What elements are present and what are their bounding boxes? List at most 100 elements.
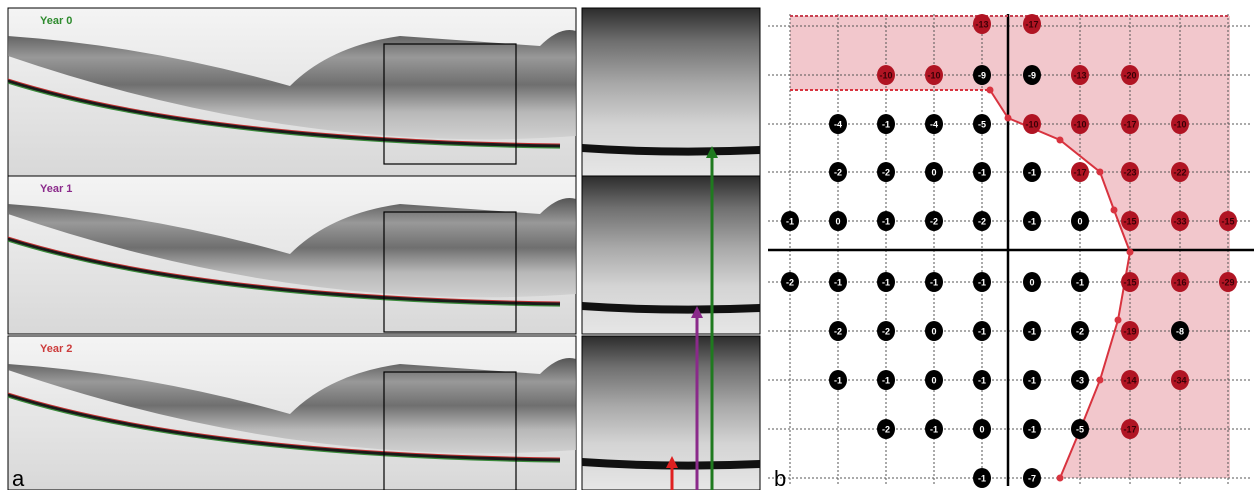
grid-cell: -14: [1121, 370, 1139, 390]
cell-value: -2: [834, 168, 842, 178]
segmentation-line-red: [7, 78, 561, 145]
grid-cell: -1: [877, 211, 895, 231]
grid-cell: -1: [973, 370, 991, 390]
cell-value: -2: [882, 168, 890, 178]
grid-cell: -13: [973, 14, 991, 34]
cell-value: -13: [1073, 71, 1086, 81]
grid-cell: 0: [1071, 211, 1089, 231]
grid-cell: -29: [1219, 272, 1237, 292]
grid-cell: -1: [1023, 321, 1041, 341]
grid-cell: -10: [1171, 114, 1189, 134]
cell-value: -17: [1123, 425, 1136, 435]
cell-marker: [829, 321, 847, 341]
grid-cell: -17: [1121, 114, 1139, 134]
cell-value: -10: [1025, 120, 1038, 130]
cell-value: -2: [786, 278, 794, 288]
cell-marker: [1171, 114, 1189, 134]
grid-cell: -1: [1023, 162, 1041, 182]
cell-marker: [1121, 211, 1139, 231]
grid-cell: 0: [829, 211, 847, 231]
cell-value: -33: [1173, 217, 1186, 227]
cell-value: -1: [1028, 425, 1036, 435]
cell-value: -2: [978, 217, 986, 227]
cell-marker: [1121, 162, 1139, 182]
cell-marker: [1023, 14, 1041, 34]
cell-marker: [1023, 65, 1041, 85]
grid-cell: -1: [877, 272, 895, 292]
cell-value: -1: [882, 278, 890, 288]
grid-cell: -15: [1121, 211, 1139, 231]
cell-value: -1: [930, 278, 938, 288]
cell-marker: [1171, 321, 1189, 341]
grid-cell: -34: [1171, 370, 1189, 390]
cell-marker: [1171, 211, 1189, 231]
grid-cell: -1: [877, 370, 895, 390]
boundary-marker: [1004, 114, 1012, 122]
boundary-marker: [1096, 168, 1104, 176]
grid-cell: -3: [1071, 370, 1089, 390]
cell-value: -34: [1173, 376, 1186, 386]
cell-marker: [925, 272, 943, 292]
cell-value: 0: [931, 327, 936, 337]
cell-marker: [877, 321, 895, 341]
segmentation-line-green: [7, 240, 561, 307]
cell-marker: [1219, 272, 1237, 292]
grid-cell: -10: [925, 65, 943, 85]
cell-marker: [829, 114, 847, 134]
cell-marker: [925, 114, 943, 134]
cell-marker: [1071, 370, 1089, 390]
cell-value: -10: [927, 71, 940, 81]
progression-arrow: [706, 146, 718, 490]
cell-value: -17: [1073, 168, 1086, 178]
cell-marker: [829, 211, 847, 231]
grid-cell: -9: [1023, 65, 1041, 85]
grid-cell: 0: [925, 162, 943, 182]
grid-cell: -1: [829, 370, 847, 390]
cell-value: -19: [1123, 327, 1136, 337]
cell-value: 0: [1029, 278, 1034, 288]
oct-crop: [581, 7, 761, 177]
cell-value: -1: [978, 327, 986, 337]
cell-marker: [973, 272, 991, 292]
cell-marker: [973, 211, 991, 231]
roi-box: [383, 211, 517, 333]
grid-cell: -1: [781, 211, 799, 231]
grid-cell: -1: [1023, 419, 1041, 439]
cell-value: -9: [978, 71, 986, 81]
retinal-layers: [8, 198, 576, 298]
cell-marker: [1121, 370, 1139, 390]
cell-value: -10: [1073, 120, 1086, 130]
boundary-marker: [1114, 316, 1122, 324]
grid-cell: -2: [877, 321, 895, 341]
cell-marker: [1121, 321, 1139, 341]
year-label: Year 2: [40, 343, 72, 355]
grid-cell: -4: [829, 114, 847, 134]
cell-value: -2: [834, 327, 842, 337]
progression-arrow: [666, 456, 678, 490]
cell-marker: [877, 65, 895, 85]
boundary-marker: [1056, 474, 1064, 482]
cell-value: -14: [1123, 376, 1136, 386]
cell-value: -1: [978, 168, 986, 178]
segmentation-line-red: [7, 392, 561, 459]
grid-cell: -1: [973, 272, 991, 292]
cell-marker: [877, 162, 895, 182]
retinal-layers: [8, 30, 576, 140]
cell-marker: [1071, 162, 1089, 182]
cell-marker: [877, 272, 895, 292]
cell-value: -1: [882, 217, 890, 227]
grid-cell: -1: [829, 272, 847, 292]
cell-marker: [925, 321, 943, 341]
affected-region-shading: [790, 16, 1230, 478]
crop-rpe-band: [581, 144, 761, 156]
cell-marker: [925, 211, 943, 231]
rpe-band: [7, 237, 561, 306]
grid-cell: -1: [925, 272, 943, 292]
cell-marker: [1023, 211, 1041, 231]
cell-marker: [973, 65, 991, 85]
cell-value: -1: [978, 474, 986, 484]
cell-marker: [973, 419, 991, 439]
grid-cell: -2: [877, 419, 895, 439]
cell-marker: [781, 211, 799, 231]
